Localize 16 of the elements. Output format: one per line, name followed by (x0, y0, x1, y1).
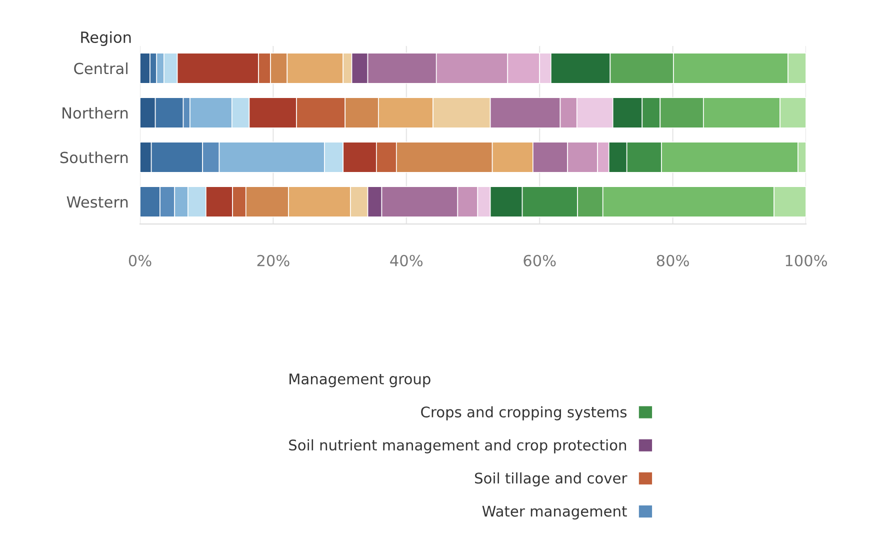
x-tick-label: 80% (656, 254, 689, 266)
y-tick-label: Southern (60, 151, 128, 164)
legend-label: Soil nutrient management and crop protection (289, 439, 626, 454)
x-tick-label: 60% (524, 254, 556, 266)
y-tick-label: Central (74, 62, 128, 74)
x-tick-label: 40% (390, 254, 423, 266)
x-tick-label: 100% (786, 254, 827, 266)
legend-label: Soil tillage and cover (475, 472, 628, 486)
legend-title: Management group (290, 374, 430, 388)
x-tick-label: 0% (128, 254, 152, 266)
y-axis-title: Region (81, 31, 131, 46)
y-tick-label: Western (66, 196, 128, 208)
legend-label: Crops and cropping systems (421, 406, 627, 420)
y-tick-label: Northern (62, 106, 128, 119)
x-tick-label: 20% (257, 254, 290, 266)
legend-label: Water management (482, 506, 627, 520)
